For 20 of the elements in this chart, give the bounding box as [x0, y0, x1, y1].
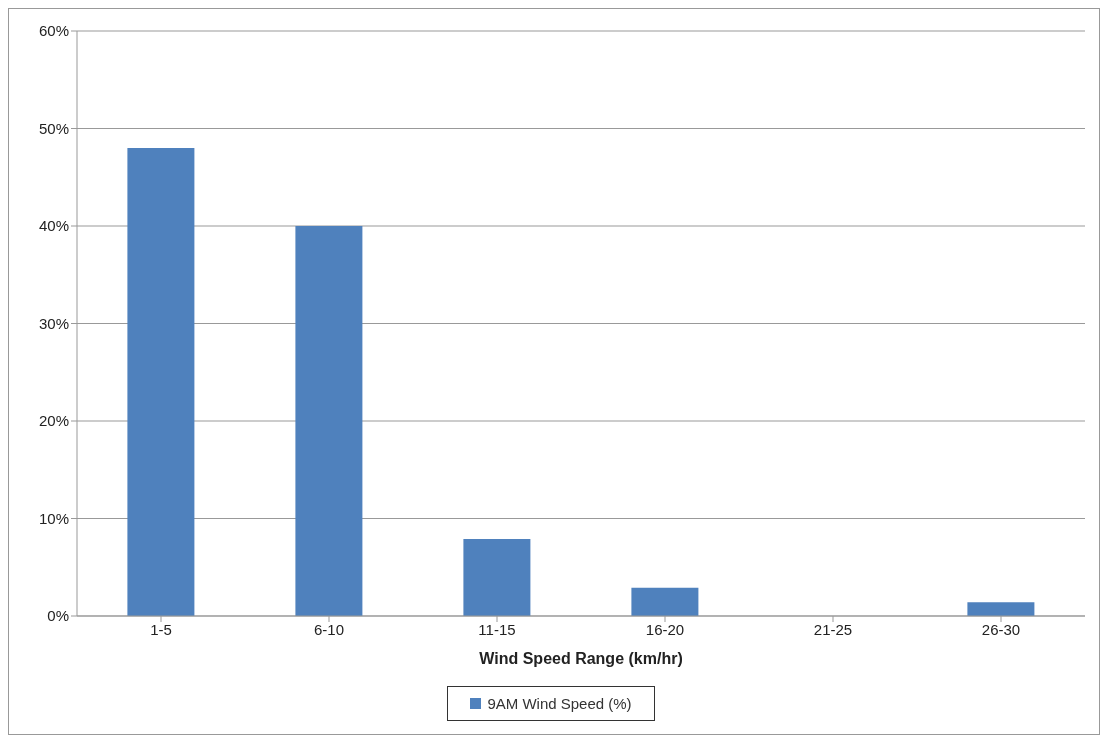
y-tick-label: 40%: [38, 217, 69, 235]
y-tick-label: 50%: [38, 119, 69, 137]
x-tick-label: 21-25: [813, 620, 853, 638]
y-tick-label: 10%: [38, 509, 69, 527]
x-axis-title: Wind Speed Range (km/hr): [479, 650, 683, 667]
bar: [463, 538, 531, 616]
x-tick-label: 11-15: [478, 620, 516, 638]
bar: [127, 148, 195, 616]
x-tick-label: 26-30: [981, 620, 1021, 638]
y-tick-label: 30%: [38, 314, 69, 332]
x-tick-label: 1-5: [150, 620, 172, 638]
x-tick-label: 16-20: [645, 620, 685, 638]
x-tick-label: 6-10: [313, 620, 345, 638]
bar: [967, 602, 1035, 616]
bar: [631, 587, 699, 616]
bar: [295, 226, 363, 616]
y-tick-label: 20%: [38, 412, 69, 430]
legend-label: 9AM Wind Speed (%): [486, 695, 632, 712]
y-tick-label: 60%: [38, 22, 69, 40]
y-tick-label: 0%: [47, 607, 69, 625]
